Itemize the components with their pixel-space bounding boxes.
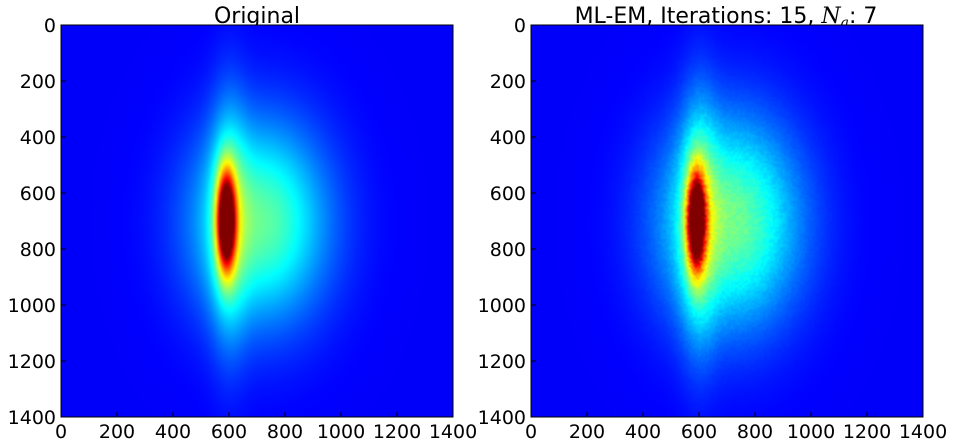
x-tick-label: 1000 [317, 421, 365, 443]
x-tick-label: 1200 [373, 421, 421, 443]
y-tick-label: 1200 [8, 351, 56, 373]
x-tick-label: 0 [55, 421, 67, 443]
x-tick-label: 600 [211, 421, 247, 443]
panel-original: Original 0 200 400 600 800 1000 1200 1400020040… [8, 4, 478, 443]
x-tick-label: 200 [99, 421, 135, 443]
y-tick-label: 0 [44, 15, 56, 37]
y-tick-label: 1200 [478, 351, 526, 373]
y-tick-label: 200 [20, 71, 56, 93]
plot-frame-mlem [530, 24, 924, 418]
axes-original: 0 200 400 600 800 1000 1200 1400020040060080010… [8, 15, 478, 443]
y-tick-label: 1400 [8, 407, 56, 429]
x-tick-label: 800 [737, 421, 773, 443]
x-tick-label: 600 [681, 421, 717, 443]
title-subscript: a [841, 15, 849, 31]
axes-mlem: 0 200 400 600 800 1000 1200 1400020040060080010… [478, 15, 948, 443]
x-tick-label: 1200 [843, 421, 891, 443]
title-symbol: N [820, 4, 841, 29]
y-tick-label: 0 [514, 15, 526, 37]
y-tick-label: 400 [490, 127, 526, 149]
x-tick-label: 400 [625, 421, 661, 443]
panel-mlem: ML-EM, Iterations: 15, Na: 7 0 200 400 600 8… [478, 4, 948, 443]
y-tick-label: 800 [490, 239, 526, 261]
x-tick-label: 1400 [899, 421, 947, 443]
x-tick-label: 800 [267, 421, 303, 443]
x-tick-label: 1000 [787, 421, 835, 443]
y-tick-label: 1400 [478, 407, 526, 429]
y-tick-label: 400 [20, 127, 56, 149]
plot-frame-original [60, 24, 454, 418]
y-tick-label: 600 [20, 183, 56, 205]
heatmap-mlem [531, 25, 923, 417]
y-tick-label: 1000 [478, 295, 526, 317]
x-tick-label: 1400 [429, 421, 477, 443]
x-tick-label: 0 [525, 421, 537, 443]
y-tick-label: 600 [490, 183, 526, 205]
heatmap-original [61, 25, 453, 417]
y-tick-label: 800 [20, 239, 56, 261]
x-tick-label: 200 [569, 421, 605, 443]
y-tick-label: 1000 [8, 295, 56, 317]
y-tick-label: 200 [490, 71, 526, 93]
x-tick-label: 400 [155, 421, 191, 443]
